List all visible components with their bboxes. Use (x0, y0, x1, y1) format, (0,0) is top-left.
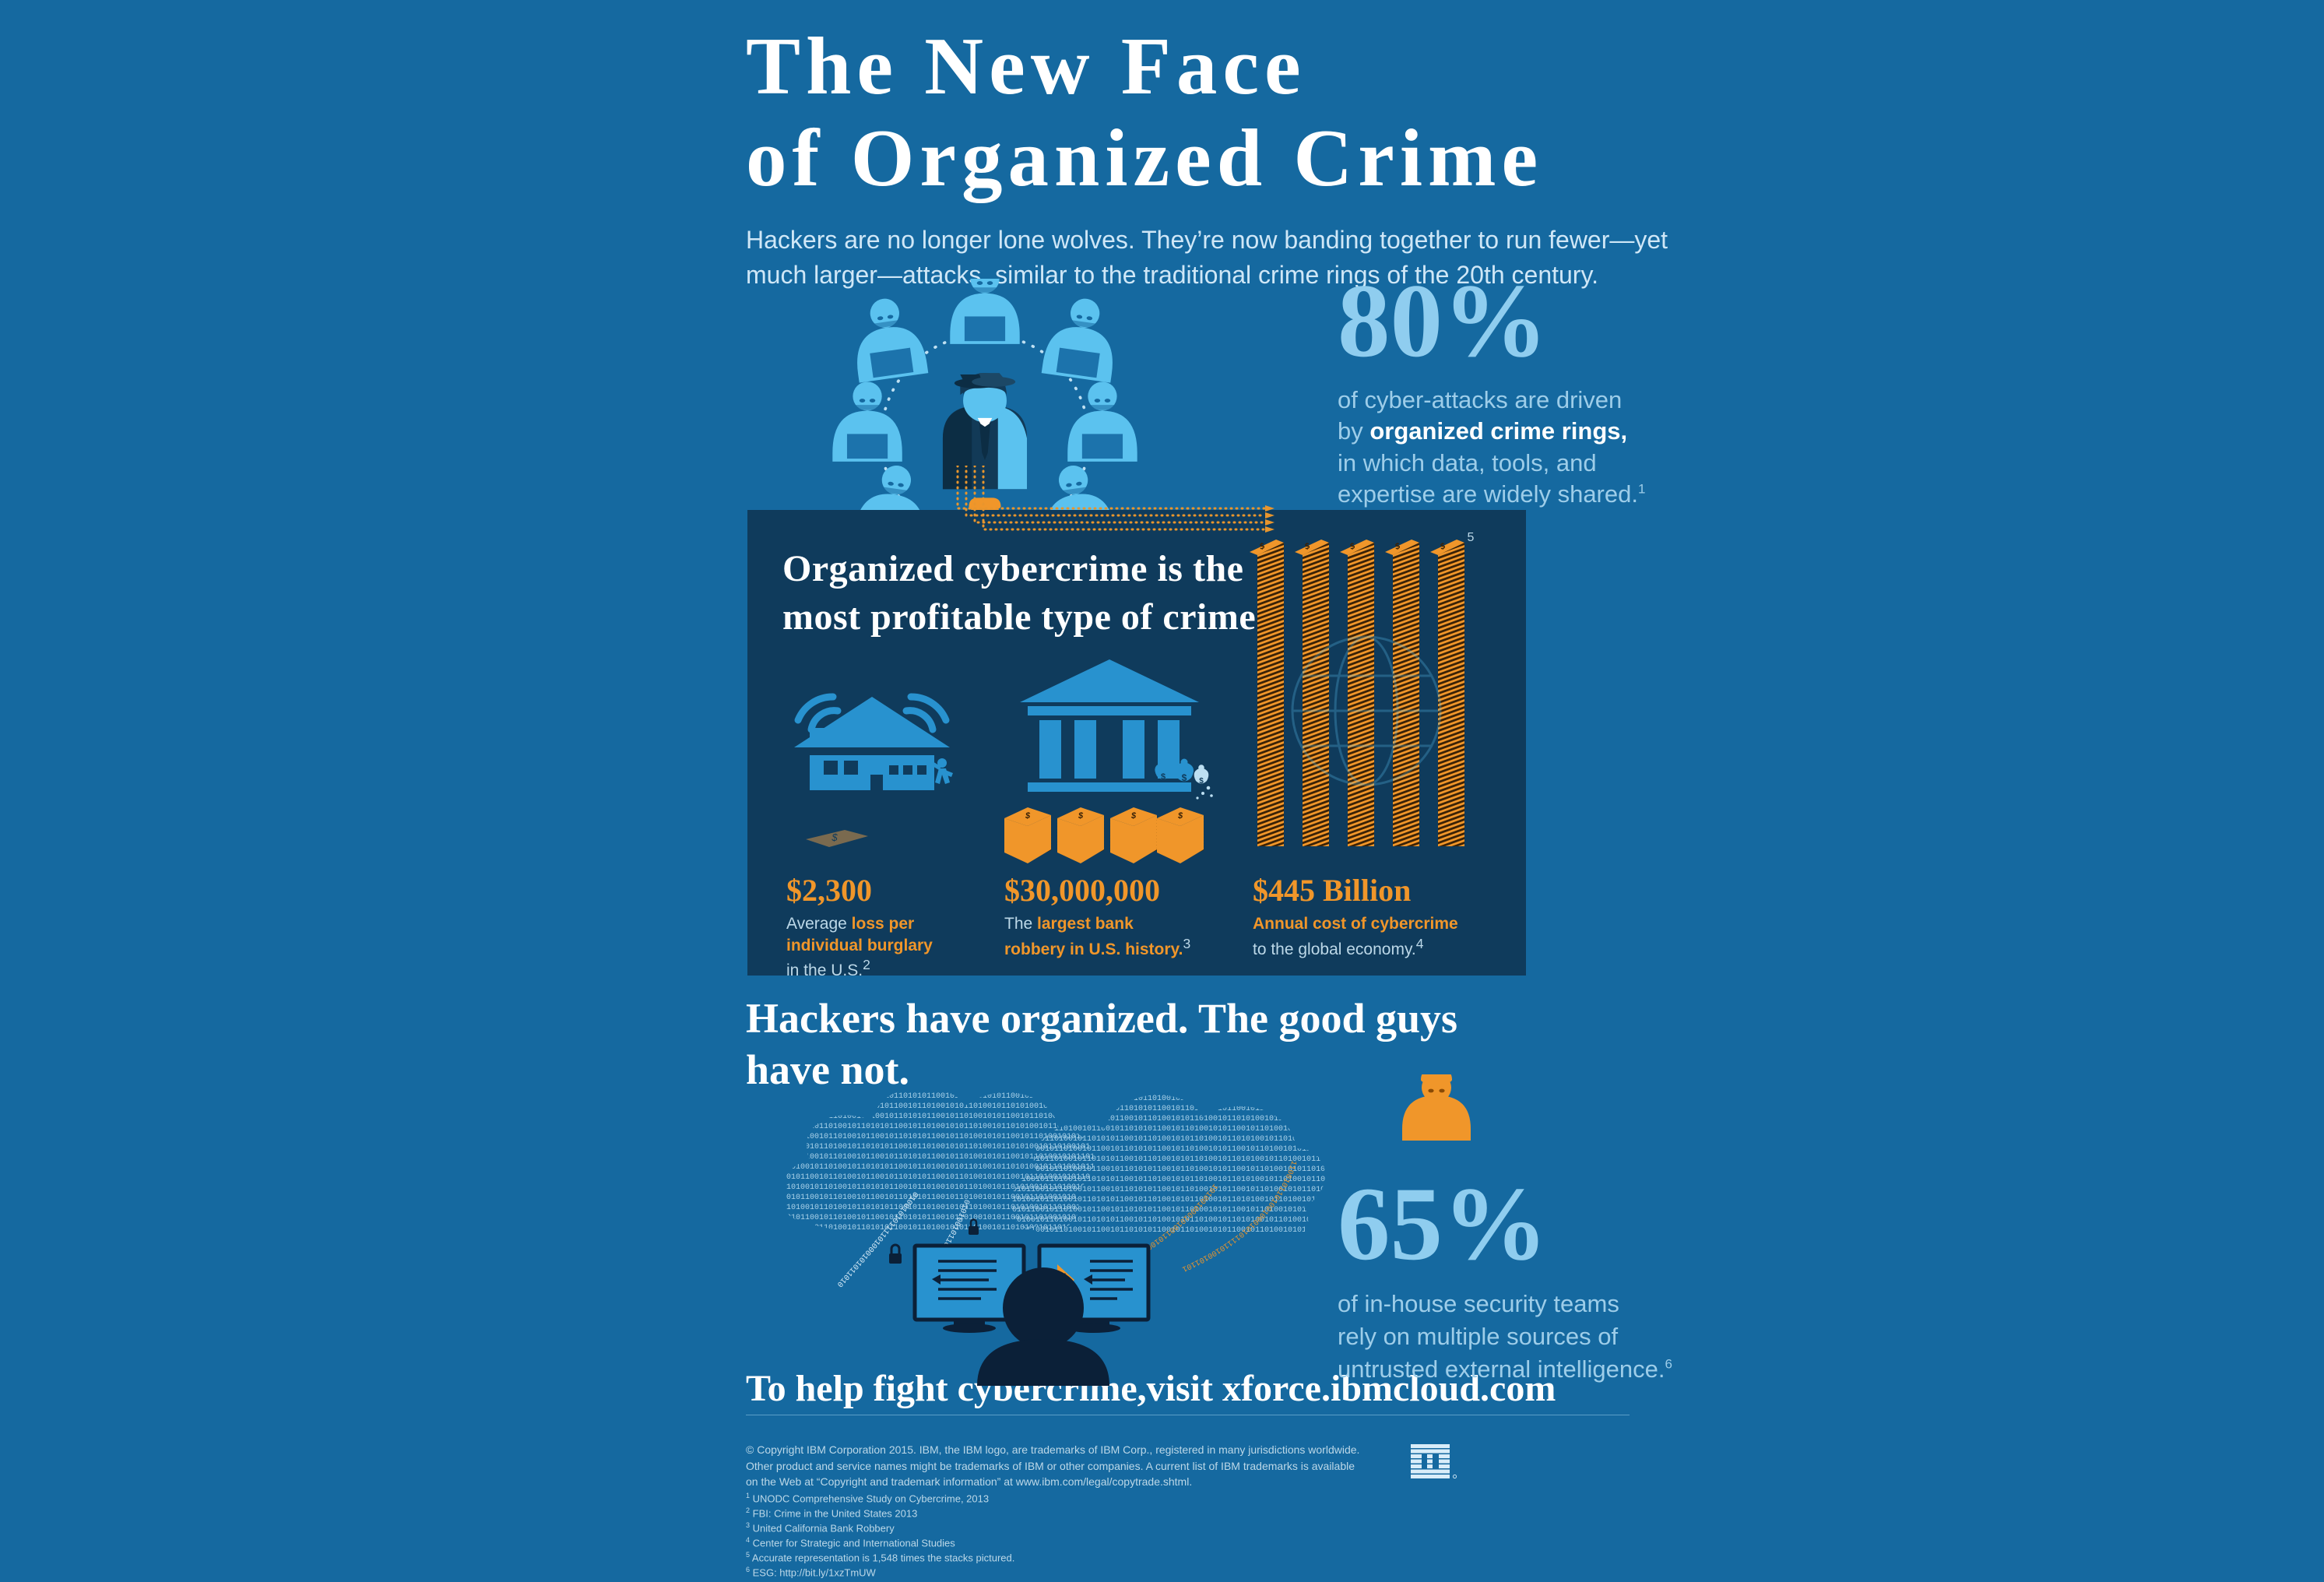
svg-text:$: $ (1199, 777, 1204, 786)
svg-text:010110010110100101100101101010: 0101100101101001011001011010101100101101… (1012, 1145, 1395, 1154)
svg-text:101001011010010110101011001011: 1010010110100101101010110010110100101011… (786, 1102, 1169, 1111)
svg-text:101001011010010110101011001011: 1010010110100101101010110010110100101011… (1012, 1095, 1395, 1103)
svg-text:101001011010010110101011001011: 1010010110100101101010110010110100101011… (1012, 1115, 1395, 1123)
svg-text:101001011010010110101011001011: 1010010110100101101010110010110100101011… (1012, 1155, 1395, 1164)
svg-text:010110010110100101100101101010: 0101100101101001011001011010101100101101… (786, 1092, 1169, 1101)
svg-text:010110010110100101100101101010: 0101100101101001011001011010101100101101… (1012, 1105, 1395, 1113)
svg-text:$: $ (831, 831, 838, 843)
svg-text:010110010110100101100101101010: 0101100101101001011001011010101100101101… (1012, 1125, 1395, 1134)
svg-text:5: 5 (1468, 532, 1475, 544)
svg-text:$: $ (1182, 772, 1187, 783)
svg-text:101001011010010110101011001011: 1010010110100101101010110010110100101011… (1012, 1135, 1395, 1144)
svg-text:010110010110100101100101101010: 0101100101101001011001011010101100101101… (1012, 1085, 1395, 1093)
svg-text:$: $ (1161, 772, 1166, 782)
